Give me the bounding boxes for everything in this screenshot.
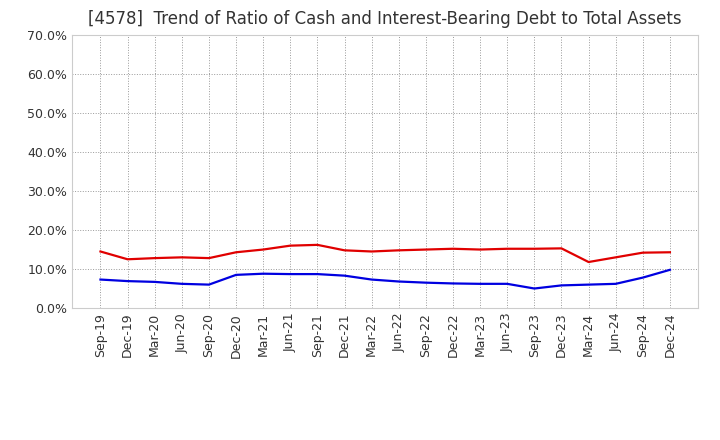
Interest-Bearing Debt xyxy=(449,281,457,286)
Line: Cash: Cash xyxy=(101,245,670,262)
Cash xyxy=(530,246,539,251)
Cash xyxy=(421,247,430,252)
Cash xyxy=(232,249,240,255)
Cash xyxy=(665,249,674,255)
Cash xyxy=(313,242,322,248)
Cash xyxy=(286,243,294,248)
Cash xyxy=(96,249,105,254)
Line: Interest-Bearing Debt: Interest-Bearing Debt xyxy=(101,270,670,289)
Interest-Bearing Debt xyxy=(421,280,430,285)
Cash xyxy=(367,249,376,254)
Cash xyxy=(503,246,511,251)
Interest-Bearing Debt xyxy=(611,281,620,286)
Cash xyxy=(476,247,485,252)
Interest-Bearing Debt xyxy=(259,271,268,276)
Cash xyxy=(204,256,213,261)
Interest-Bearing Debt xyxy=(395,279,403,284)
Cash xyxy=(395,248,403,253)
Cash xyxy=(639,250,647,255)
Interest-Bearing Debt xyxy=(178,281,186,286)
Interest-Bearing Debt xyxy=(665,267,674,272)
Interest-Bearing Debt xyxy=(232,272,240,278)
Cash xyxy=(584,259,593,264)
Interest-Bearing Debt xyxy=(286,271,294,277)
Interest-Bearing Debt xyxy=(123,279,132,284)
Interest-Bearing Debt xyxy=(476,281,485,286)
Interest-Bearing Debt xyxy=(150,279,159,285)
Interest-Bearing Debt xyxy=(530,286,539,291)
Interest-Bearing Debt xyxy=(639,275,647,280)
Interest-Bearing Debt xyxy=(557,283,566,288)
Interest-Bearing Debt xyxy=(204,282,213,287)
Interest-Bearing Debt xyxy=(313,271,322,277)
Interest-Bearing Debt xyxy=(503,281,511,286)
Title: [4578]  Trend of Ratio of Cash and Interest-Bearing Debt to Total Assets: [4578] Trend of Ratio of Cash and Intere… xyxy=(89,10,682,28)
Cash xyxy=(449,246,457,251)
Interest-Bearing Debt xyxy=(584,282,593,287)
Cash xyxy=(611,255,620,260)
Interest-Bearing Debt xyxy=(96,277,105,282)
Cash xyxy=(123,257,132,262)
Cash xyxy=(178,255,186,260)
Cash xyxy=(557,246,566,251)
Interest-Bearing Debt xyxy=(341,273,349,278)
Cash xyxy=(150,256,159,261)
Cash xyxy=(259,247,268,252)
Interest-Bearing Debt xyxy=(367,277,376,282)
Cash xyxy=(341,248,349,253)
